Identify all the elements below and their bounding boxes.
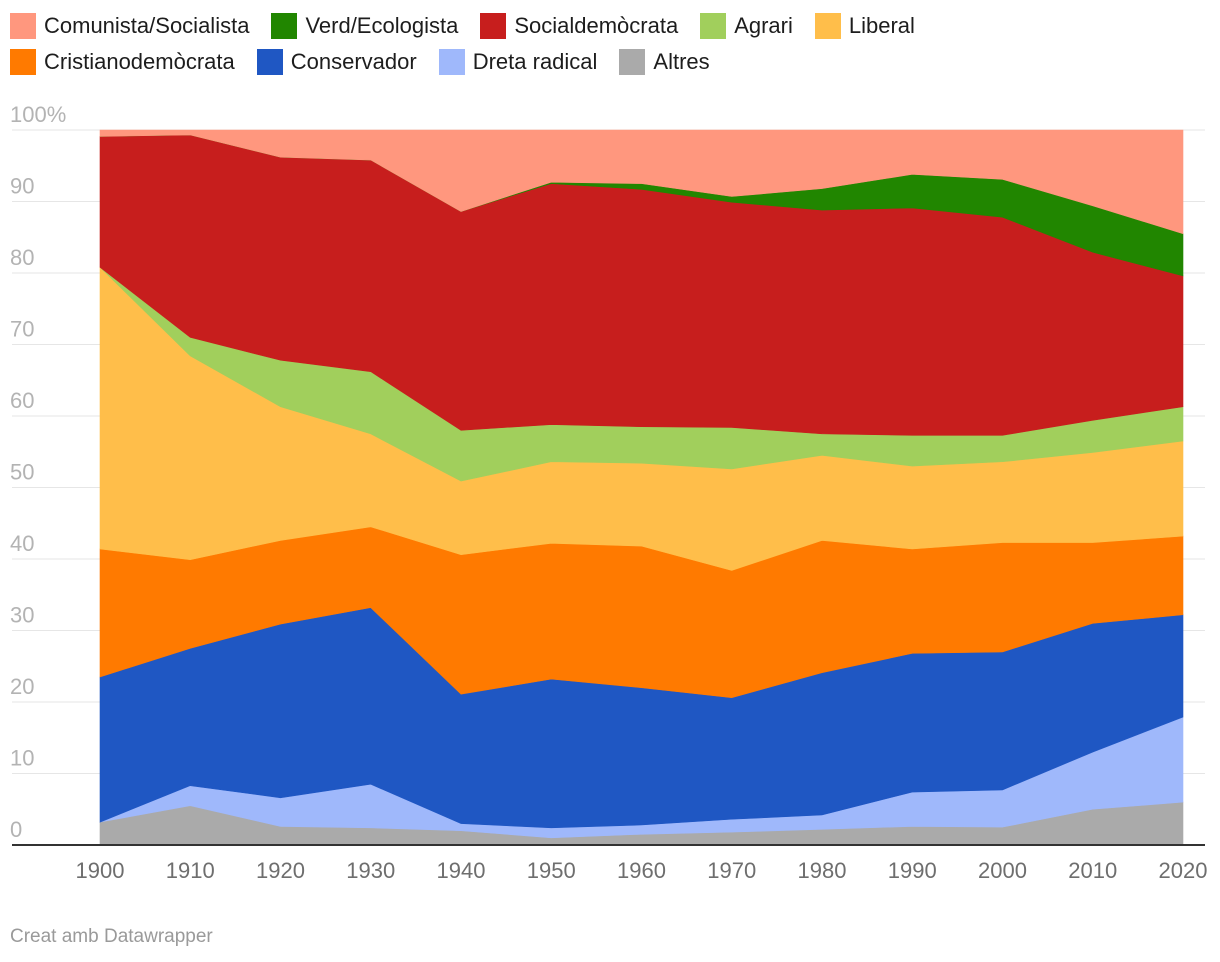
legend-swatch: [271, 13, 298, 39]
y-tick-label: 80: [10, 245, 34, 270]
x-tick-label: 1910: [166, 858, 215, 883]
legend-item: Cristianodemòcrata: [10, 49, 235, 75]
legend-item: Socialdemòcrata: [480, 13, 678, 39]
area-comunista-socialista: [99, 129, 1184, 235]
legend-label: Dreta radical: [472, 49, 598, 74]
legend-swatch: [700, 13, 727, 39]
legend-swatch: [814, 13, 841, 39]
y-tick-label: 70: [10, 317, 34, 342]
legend-swatch: [256, 49, 283, 75]
legend-swatch: [10, 49, 36, 75]
y-tick-label: 50: [10, 460, 34, 485]
legend-label: Conservador: [290, 49, 417, 74]
legend-row: Cristianodemòcrata Conservador Dreta radic…: [10, 44, 1210, 80]
legend-swatch: [10, 13, 36, 39]
legend-swatch: [438, 49, 465, 75]
y-tick-label: 30: [10, 603, 34, 628]
legend-label: Verd/Ecologista: [305, 13, 459, 38]
chart-legend: Comunista/Socialista Verd/Ecologista Socia…: [10, 8, 1210, 80]
legend-item: Dreta radical: [438, 49, 598, 75]
legend-item: Comunista/Socialista: [10, 13, 249, 39]
x-tick-label: 1940: [437, 858, 486, 883]
x-tick-label: 1920: [256, 858, 305, 883]
x-tick-label: 1960: [617, 858, 666, 883]
y-tick-label: 10: [10, 746, 34, 771]
legend-label: Comunista/Socialista: [44, 13, 250, 38]
credit-text: Creat amb Datawrapper: [10, 926, 213, 947]
x-tick-label: 1990: [888, 858, 937, 883]
legend-label: Liberal: [848, 13, 915, 38]
y-tick-label: 20: [10, 674, 34, 699]
x-tick-label: 1930: [346, 858, 395, 883]
legend-label: Altres: [653, 49, 710, 74]
x-tick-label: 1970: [707, 858, 756, 883]
x-tick-label: 2020: [1159, 858, 1208, 883]
y-tick-label: 60: [10, 388, 34, 413]
y-tick-label: 0: [10, 817, 22, 842]
legend-label: Agrari: [734, 13, 793, 38]
legend-item: Verd/Ecologista: [271, 13, 458, 39]
legend-label: Socialdemòcrata: [514, 13, 679, 38]
legend-item: Altres: [619, 49, 710, 75]
x-tick-label: 2000: [978, 858, 1027, 883]
legend-row: Comunista/Socialista Verd/Ecologista Socia…: [10, 8, 1210, 44]
legend-item: Conservador: [256, 49, 417, 75]
legend-swatch: [619, 49, 646, 75]
x-tick-label: 1980: [798, 858, 847, 883]
y-tick-label: 90: [10, 174, 34, 199]
legend-item: Agrari: [700, 13, 793, 39]
legend-label: Cristianodemòcrata: [44, 49, 235, 74]
legend-item: Liberal: [814, 13, 915, 39]
legend-swatch: [480, 13, 507, 39]
y-tick-label: 100%: [10, 102, 66, 127]
x-tick-label: 1900: [76, 858, 125, 883]
x-tick-label: 2010: [1068, 858, 1117, 883]
x-tick-label: 1950: [527, 858, 576, 883]
y-tick-label: 40: [10, 531, 34, 556]
